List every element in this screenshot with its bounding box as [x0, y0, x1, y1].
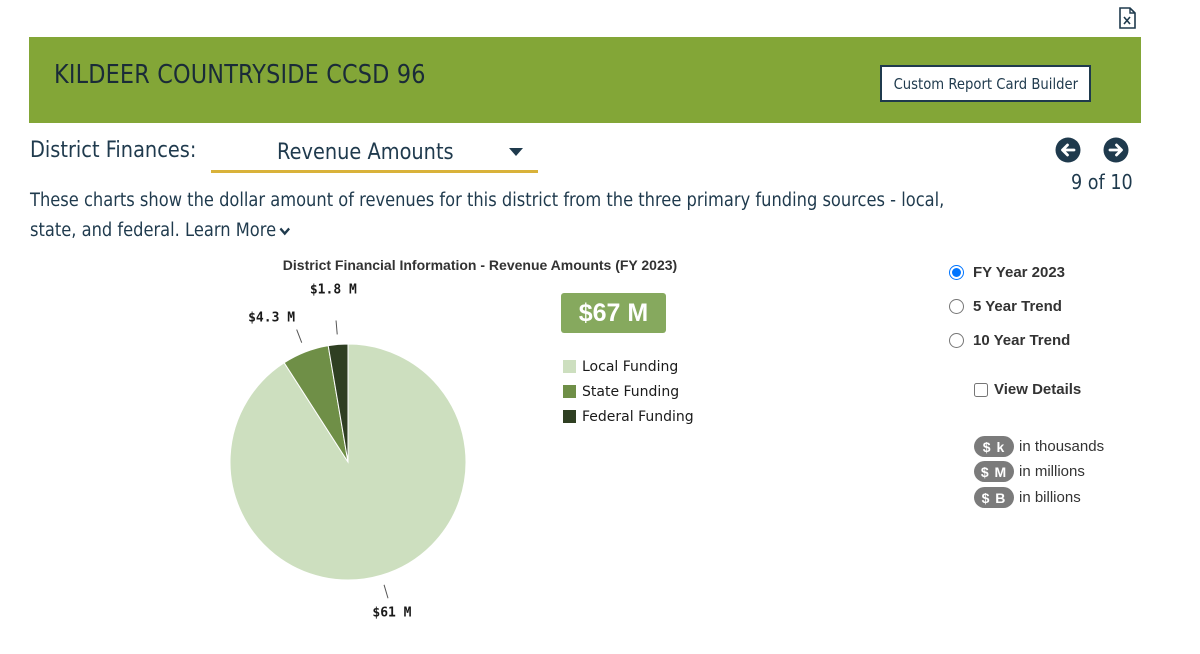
radio-fy-year-input[interactable]: [949, 265, 964, 280]
legend-label-local-funding: Local Funding: [582, 358, 679, 375]
unit-text-thousands: in thousands: [1019, 438, 1105, 455]
pie-label-federal-funding: $1.8 M: [310, 283, 357, 298]
legend-item-local-funding[interactable]: Local Funding: [563, 354, 694, 379]
legend-label-federal-funding: Federal Funding: [582, 408, 694, 425]
unit-text-millions: in millions: [1019, 463, 1085, 480]
chart-description: These charts show the dollar amount of r…: [30, 186, 963, 246]
learn-more-link[interactable]: Learn More: [185, 220, 290, 241]
chart-legend: Local Funding State Funding Federal Fundin…: [563, 354, 694, 429]
pie-leader-federal-funding: [335, 320, 338, 335]
view-details-toggle[interactable]: View Details: [974, 381, 1081, 398]
arrow-left-circle-icon[interactable]: [1055, 137, 1081, 163]
chart-title: District Financial Information - Revenue…: [282, 257, 678, 273]
pie-slice-federal-funding[interactable]: [327, 343, 349, 463]
legend-swatch-local-funding: [563, 360, 576, 373]
unit-badge-m: $ M: [974, 461, 1014, 482]
unit-key-millions: $ M in millions: [974, 461, 1085, 482]
total-revenue-badge: $67 M: [561, 293, 666, 333]
pie-leader-local-funding: [383, 584, 389, 599]
total-revenue-value: $67 M: [578, 298, 649, 327]
pie-label-local-funding: $61 M: [372, 606, 411, 621]
legend-item-federal-funding[interactable]: Federal Funding: [563, 404, 694, 429]
radio-fy-year[interactable]: FY Year 2023: [949, 264, 1065, 281]
legend-swatch-state-funding: [563, 385, 576, 398]
chevron-down-icon: [279, 227, 290, 235]
caret-down-icon: [509, 148, 523, 156]
section-label: District Finances:: [30, 138, 197, 163]
builder-button-label: Custom Report Card Builder: [893, 74, 1078, 93]
radio-5-year-trend[interactable]: 5 Year Trend: [949, 298, 1062, 315]
radio-10-year-trend-label: 10 Year Trend: [973, 332, 1071, 349]
section-dropdown-value: Revenue Amounts: [277, 140, 454, 165]
unit-key-thousands: $ k in thousands: [974, 436, 1104, 457]
header-banner: KILDEER COUNTRYSIDE CCSD 96 Custom Repor…: [29, 37, 1141, 123]
learn-more-label: Learn More: [185, 220, 277, 241]
excel-export-icon[interactable]: [1118, 7, 1136, 29]
radio-fy-year-label: FY Year 2023: [973, 264, 1066, 281]
section-dropdown[interactable]: Revenue Amounts: [211, 137, 538, 173]
legend-label-state-funding: State Funding: [582, 383, 680, 400]
pie-leader-state-funding: [296, 329, 303, 343]
unit-key-billions: $ B in billions: [974, 487, 1081, 508]
unit-badge-k: $ k: [974, 436, 1014, 457]
district-name: KILDEER COUNTRYSIDE CCSD 96: [54, 60, 426, 90]
legend-swatch-federal-funding: [563, 410, 576, 423]
radio-10-year-trend-input[interactable]: [949, 333, 964, 348]
pie-label-state-funding: $4.3 M: [248, 311, 295, 326]
arrow-right-circle-icon[interactable]: [1103, 137, 1129, 163]
unit-text-billions: in billions: [1019, 489, 1081, 506]
radio-5-year-trend-label: 5 Year Trend: [973, 298, 1062, 315]
revenue-pie-chart: $61 M $4.3 M $1.8 M: [229, 283, 467, 621]
unit-badge-b: $ B: [974, 487, 1014, 508]
radio-5-year-trend-input[interactable]: [949, 299, 964, 314]
legend-item-state-funding[interactable]: State Funding: [563, 379, 694, 404]
radio-10-year-trend[interactable]: 10 Year Trend: [949, 332, 1070, 349]
view-details-label: View Details: [994, 381, 1082, 398]
custom-report-card-builder-button[interactable]: Custom Report Card Builder: [880, 65, 1091, 102]
description-text: These charts show the dollar amount of r…: [30, 190, 945, 241]
view-details-checkbox[interactable]: [974, 382, 988, 397]
page-indicator: 9 of 10: [1071, 170, 1133, 194]
